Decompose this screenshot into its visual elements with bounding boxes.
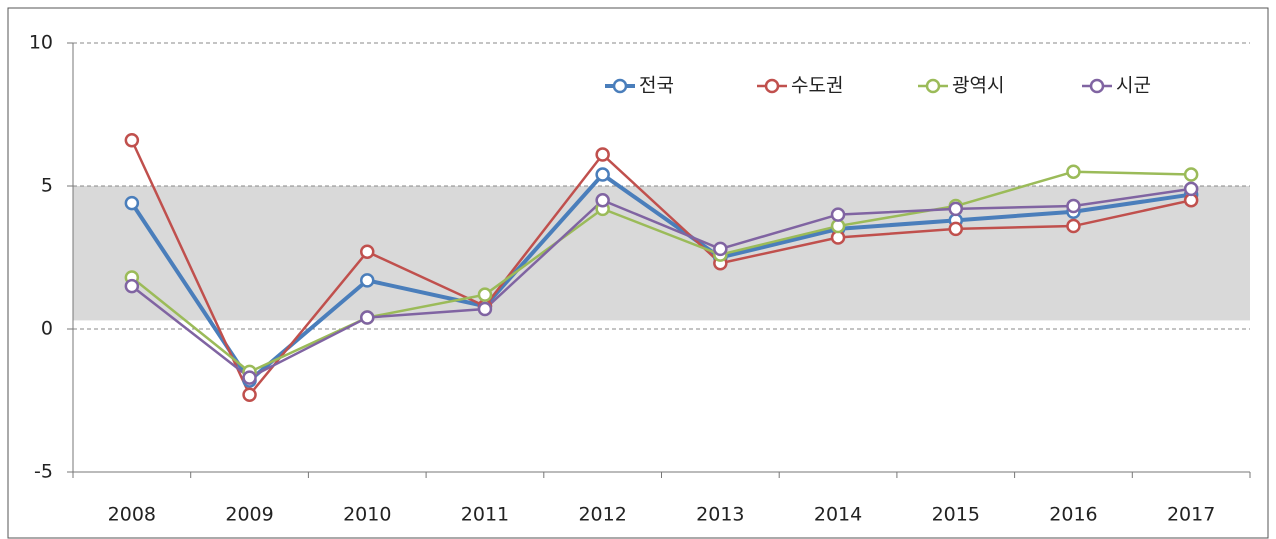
x-tick-label: 2013	[696, 504, 744, 526]
data-point	[477, 287, 493, 302]
data-point	[948, 201, 963, 217]
chart-border	[7, 7, 1269, 539]
data-point	[1183, 167, 1199, 182]
data-point	[948, 221, 963, 237]
y-tick-label: 0	[41, 318, 53, 340]
x-tick-label: 2014	[814, 504, 862, 526]
data-point	[595, 147, 610, 162]
x-tick-label: 2008	[108, 504, 156, 526]
data-point	[360, 273, 375, 288]
x-tick-label: 2016	[1049, 504, 1097, 526]
series-line	[131, 187, 1192, 380]
legend-label: 전국	[639, 75, 674, 97]
data-point	[1066, 164, 1081, 179]
data-point	[124, 195, 140, 211]
x-tick-label: 2015	[932, 504, 980, 526]
data-point	[1183, 181, 1199, 197]
legend-marker	[1089, 78, 1105, 94]
data-point	[595, 167, 610, 182]
data-point	[830, 207, 846, 222]
series-line	[130, 139, 1192, 398]
legend-label: 시군	[1116, 75, 1151, 97]
x-tick-label: 2011	[461, 504, 509, 526]
data-point	[242, 387, 257, 403]
data-point	[242, 370, 257, 385]
y-tick-label: 10	[29, 32, 53, 54]
x-tick-label: 2010	[343, 504, 391, 526]
x-tick-label: 2009	[225, 504, 273, 526]
legend-marker	[764, 78, 780, 94]
legend-marker	[612, 78, 628, 94]
data-point	[713, 241, 728, 257]
legend-marker	[925, 78, 941, 94]
data-point	[1066, 198, 1081, 214]
legend-label: 수도권	[791, 75, 843, 97]
y-tick-label: -5	[34, 461, 53, 483]
legend-label: 광역시	[952, 75, 1004, 97]
data-point	[124, 132, 140, 148]
y-tick-label: 5	[41, 175, 53, 197]
data-point	[1066, 218, 1081, 234]
data-point	[595, 193, 610, 208]
data-point	[360, 244, 375, 260]
data-point	[124, 278, 140, 294]
series-line	[131, 170, 1192, 374]
x-tick-label: 2012	[578, 504, 626, 526]
data-point	[477, 301, 493, 317]
x-tick-label: 2017	[1167, 504, 1215, 526]
data-point	[360, 310, 375, 325]
series-line	[130, 171, 1192, 384]
